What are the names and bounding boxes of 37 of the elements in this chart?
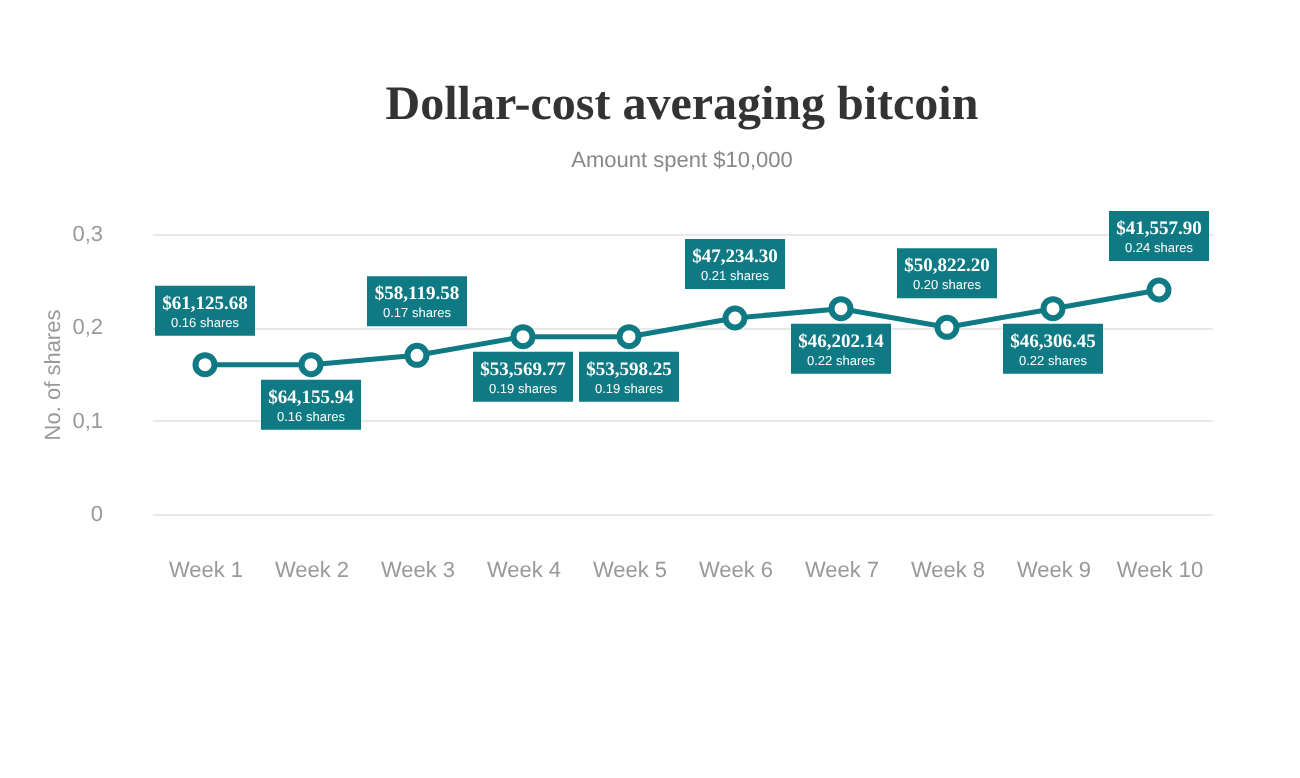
annotation: $46,306.45: [1010, 332, 1097, 353]
point: [298, 352, 324, 378]
annotation: $46,202.14: [798, 332, 885, 353]
y-tick-label: 0,1: [72, 409, 103, 434]
annotation: $58,119.58: [374, 285, 460, 306]
y-axis-title: No. of shares: [42, 308, 67, 441]
x-tick-label: Week 8: [910, 559, 986, 583]
x-tick-label: Week 1: [168, 559, 244, 583]
y-tick-label: 0,3: [72, 223, 103, 247]
y-tick-label: 0,2: [72, 316, 103, 341]
y-tick-label: 0: [90, 503, 103, 527]
x-tick-label: Week 7: [804, 559, 880, 583]
point: [192, 352, 218, 378]
x-tick-label: Week 6: [698, 559, 774, 583]
point: [1146, 277, 1172, 303]
annotation: $53,598.25: [586, 360, 673, 381]
chart-subtitle: Amount spent $10,000: [571, 149, 793, 173]
x-tick-label: Week 4: [486, 559, 562, 583]
point: [510, 324, 536, 350]
point: [404, 342, 430, 368]
x-tick-label: Week 2: [274, 559, 350, 583]
annotation: $50,822.20: [904, 257, 991, 278]
point: [828, 296, 854, 322]
annotation: $61,125.68: [162, 294, 249, 315]
x-tick-label: Week 5: [592, 559, 668, 583]
point: [934, 314, 960, 340]
annotation: $47,234.30: [692, 248, 779, 268]
point: [616, 324, 642, 350]
point: [1040, 296, 1066, 322]
annotation: $41,557.90: [1116, 220, 1203, 240]
x-tick-label: Week 10: [1116, 559, 1204, 583]
x-tick-label: Week 3: [380, 559, 456, 583]
point: [722, 305, 748, 331]
annotation: $64,155.94: [268, 388, 355, 409]
annotation: $53,569.77: [480, 360, 567, 381]
x-tick-label: Week 9: [1016, 559, 1092, 583]
chart-title: Dollar-cost averaging bitcoin: [385, 79, 979, 131]
